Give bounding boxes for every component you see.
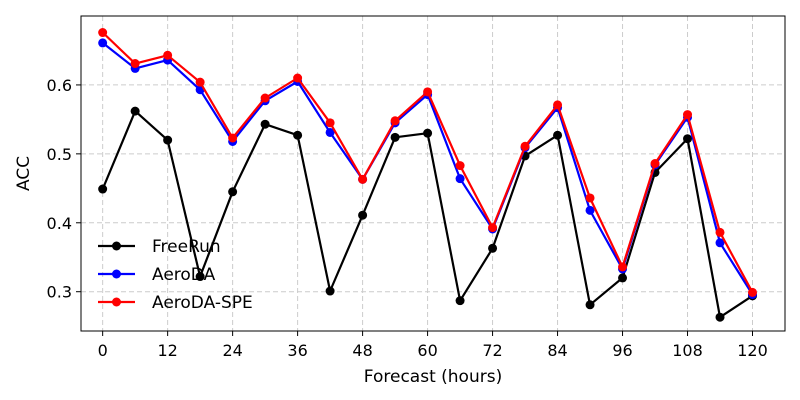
data-point [98, 184, 108, 194]
x-tick-label: 108 [672, 341, 703, 360]
y-tick-label: 0.5 [47, 145, 72, 164]
data-point [325, 127, 335, 137]
data-point [260, 119, 270, 129]
data-point [618, 262, 628, 272]
data-point [553, 130, 563, 140]
data-point [683, 134, 693, 144]
legend-marker [112, 269, 121, 279]
data-point [585, 193, 595, 203]
data-point [228, 133, 238, 143]
grid-lines [81, 16, 785, 331]
data-point [715, 227, 725, 237]
data-point [130, 106, 140, 116]
data-point [585, 205, 595, 215]
x-tick-label: 84 [547, 341, 567, 360]
data-point [488, 223, 498, 233]
data-point [455, 161, 465, 171]
data-point [650, 159, 660, 169]
data-point [98, 38, 108, 48]
x-tick-label: 120 [737, 341, 768, 360]
data-point [618, 273, 628, 283]
data-point [293, 130, 303, 140]
x-tick-label: 24 [222, 341, 242, 360]
legend: FreeRun AeroDA AeroDA-SPE [98, 237, 253, 313]
data-point [163, 50, 173, 60]
x-tick-label: 48 [352, 341, 372, 360]
legend-marker [112, 297, 121, 307]
data-point [455, 174, 465, 184]
legend-label: AeroDA [152, 265, 216, 285]
x-tick-label: 12 [157, 341, 177, 360]
data-point [423, 128, 433, 138]
data-point [488, 243, 498, 253]
data-point [423, 87, 433, 97]
data-point [455, 296, 465, 306]
data-point [520, 141, 530, 151]
series-line [101, 109, 754, 319]
x-tick-label: 36 [287, 341, 307, 360]
legend-label: FreeRun [152, 237, 221, 257]
series-aeroda-spe [98, 28, 758, 297]
data-point [358, 174, 368, 184]
legend-item: AeroDA [98, 265, 216, 285]
x-axis-title: Forecast (hours) [364, 367, 502, 387]
series-freerun [98, 106, 758, 322]
data-point [325, 286, 335, 296]
data-point [293, 73, 303, 83]
x-tick-label: 0 [98, 341, 108, 360]
data-point [228, 187, 238, 197]
data-point [390, 132, 400, 142]
data-point [358, 210, 368, 220]
legend-item: AeroDA-SPE [98, 293, 253, 313]
y-axis: 0.3 0.4 0.5 0.6 [47, 76, 81, 302]
legend-label: AeroDA-SPE [152, 293, 253, 313]
y-axis-title: ACC [14, 156, 34, 191]
data-point [325, 118, 335, 128]
data-point [195, 272, 205, 282]
data-point [98, 28, 108, 38]
x-tick-label: 60 [417, 341, 437, 360]
data-point [390, 116, 400, 126]
legend-marker [112, 241, 121, 251]
data-point [748, 287, 758, 297]
x-tick-label: 96 [612, 341, 632, 360]
y-tick-label: 0.3 [47, 283, 72, 302]
legend-item: FreeRun [98, 237, 221, 257]
data-point [683, 110, 693, 120]
data-point [130, 59, 140, 69]
data-point [260, 93, 270, 103]
data-point [195, 77, 205, 87]
data-point [715, 312, 725, 322]
x-tick-label: 72 [482, 341, 502, 360]
series-layer [98, 28, 758, 322]
data-point [553, 100, 563, 110]
plot-frame [80, 15, 786, 332]
x-axis: 0 12 24 36 48 60 72 84 96 108 120 [98, 331, 768, 360]
data-point [715, 238, 725, 248]
data-point [585, 300, 595, 310]
data-point [163, 135, 173, 145]
y-tick-label: 0.4 [47, 214, 72, 233]
y-tick-label: 0.6 [47, 76, 72, 95]
